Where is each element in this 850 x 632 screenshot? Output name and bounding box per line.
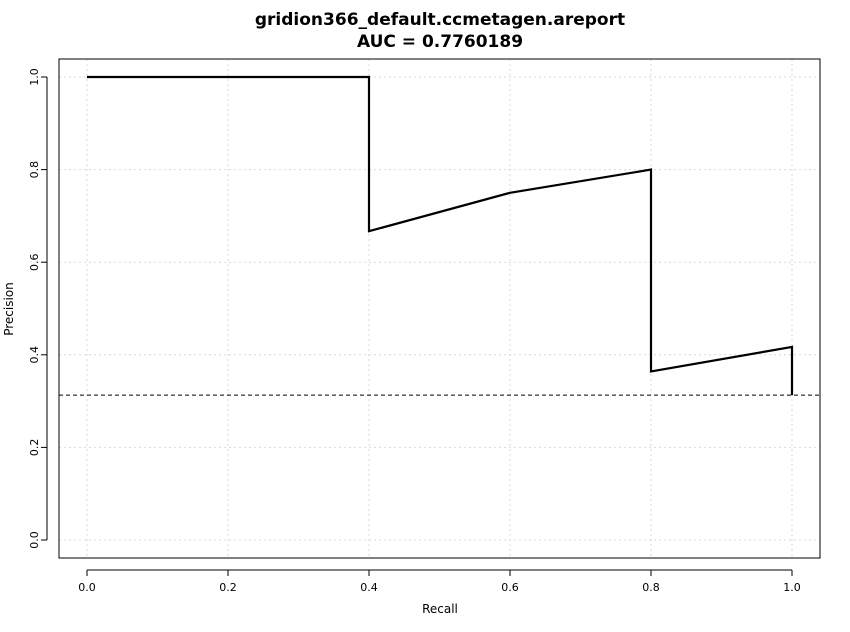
pr-curve-line: [87, 75, 794, 396]
x-tick-label: 1.0: [783, 581, 801, 594]
x-tick-label: 0.2: [219, 581, 237, 594]
x-tick-label: 0.6: [501, 581, 519, 594]
y-tick-label: 0.8: [28, 161, 41, 179]
y-axis-label: Precision: [2, 282, 16, 336]
y-tick-label: 0.6: [28, 253, 41, 271]
y-tick-label: 0.4: [28, 346, 41, 364]
x-tick-label: 0.4: [360, 581, 378, 594]
plot-frame: [58, 58, 821, 559]
x-tick-label: 0.0: [78, 581, 96, 594]
y-tick-label: 0.2: [28, 439, 41, 457]
chart-title: gridion366_default.ccmetagen.areport: [255, 10, 625, 30]
grid-lines: [59, 59, 820, 558]
y-tick-label: 0.0: [28, 531, 41, 549]
x-axis: 0.0 0.2 0.4 0.6 0.8 1.0: [78, 569, 801, 594]
plot-content: [59, 75, 820, 396]
y-tick-label: 1.0: [28, 68, 41, 86]
x-tick-label: 0.8: [642, 581, 660, 594]
x-axis-label: Recall: [422, 602, 458, 616]
chart-subtitle: AUC = 0.7760189: [357, 32, 523, 52]
y-axis: 0.0 0.2 0.4 0.6 0.8 1.0: [28, 68, 48, 549]
